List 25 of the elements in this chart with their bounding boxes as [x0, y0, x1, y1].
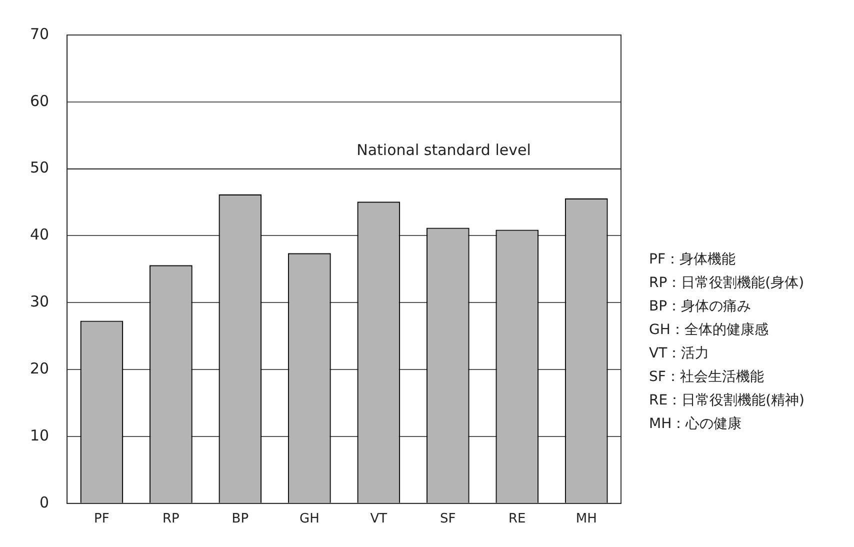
y-tick-label: 0: [40, 493, 50, 512]
y-tick-label: 20: [30, 359, 50, 378]
text: PF：身体機能: [649, 252, 736, 268]
y-tick-label: 70: [30, 24, 50, 43]
x-tick-label: VT: [370, 512, 388, 527]
y-tick-label: 30: [30, 292, 50, 311]
text: SF：社会生活機能: [649, 369, 764, 386]
x-tick-label: PF: [94, 512, 110, 527]
ref-line-label: National standard level: [356, 141, 531, 160]
x-tick-label: RP: [162, 512, 180, 527]
text: GH：全体的健康感: [649, 322, 768, 338]
x-tick-label: GH: [299, 512, 320, 527]
x-tick-label: RE: [508, 512, 526, 527]
x-tick-label: SF: [440, 512, 456, 527]
text: VT：活力: [649, 346, 710, 362]
y-tick-label: 40: [30, 226, 50, 244]
y-tick-label: 10: [30, 426, 50, 444]
y-tick-label: 60: [30, 92, 50, 110]
text: BP：身体の痛み: [649, 298, 752, 315]
x-tick-label: BP: [232, 512, 249, 527]
y-tick-label: 50: [30, 158, 50, 177]
x-tick-label: MH: [576, 512, 597, 527]
text: RP：日常役割機能(身体): [649, 275, 804, 292]
text: RE：日常役割機能(精神): [649, 392, 804, 409]
text: MH：心の健康: [649, 416, 742, 432]
